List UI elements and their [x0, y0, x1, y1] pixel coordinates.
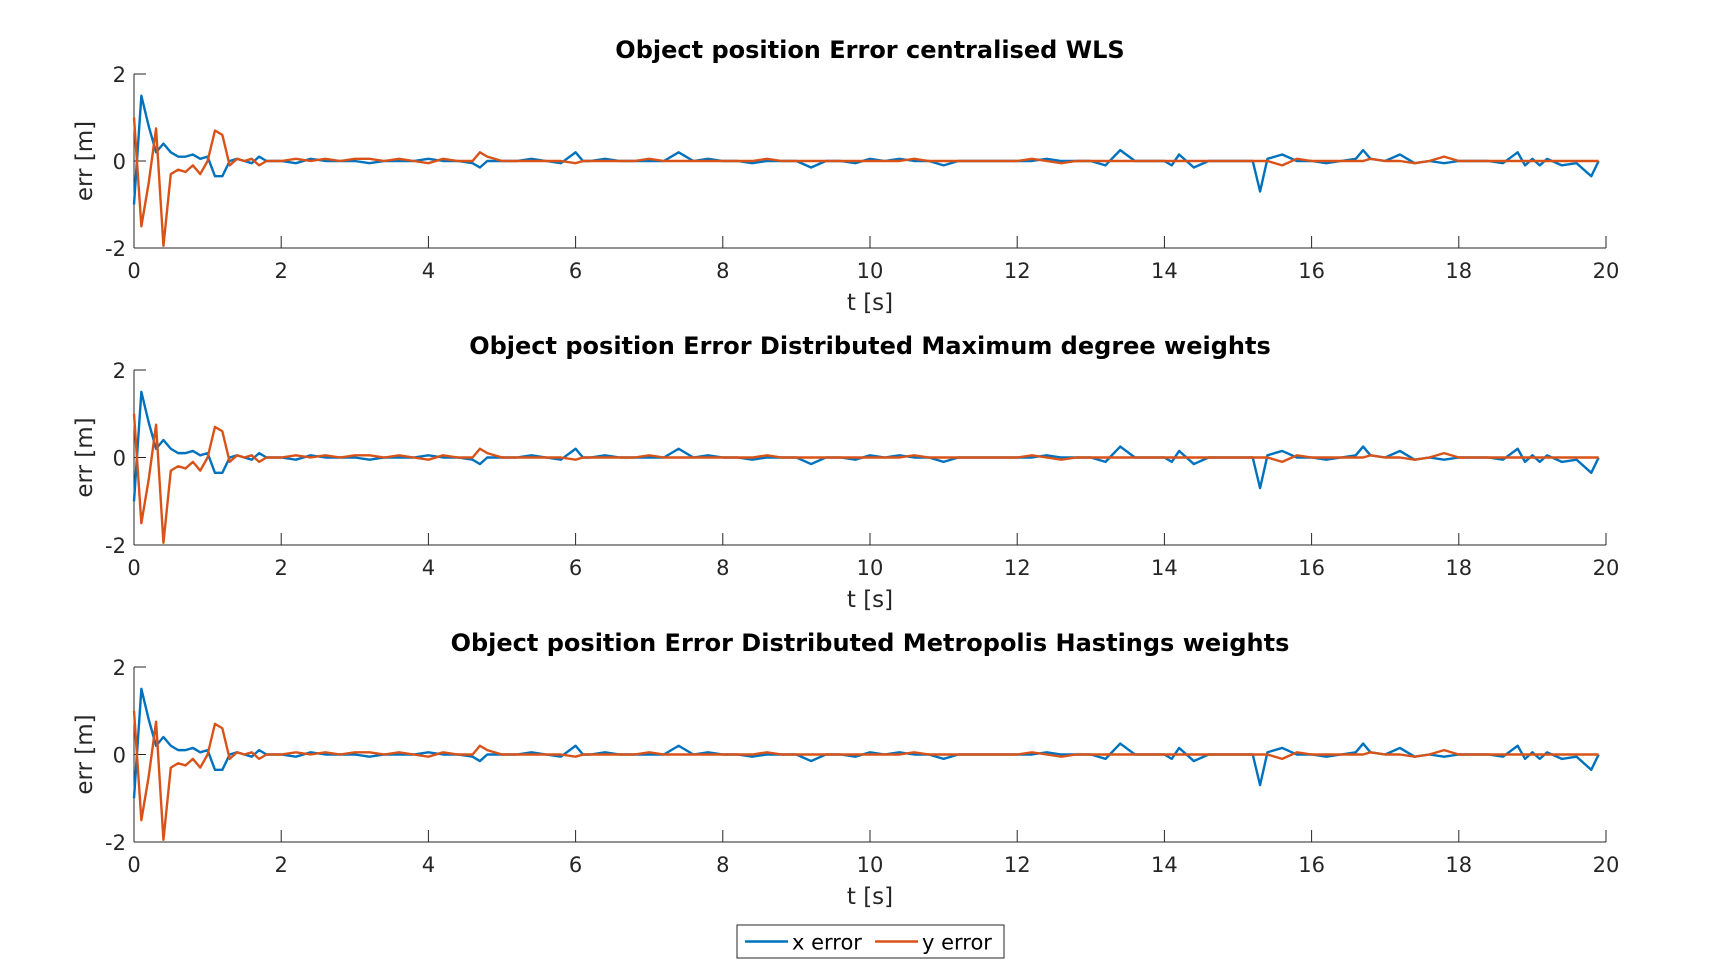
y-axis-label: err [m]	[72, 417, 98, 497]
x-tick-label: 6	[569, 853, 582, 877]
y-tick-label: 2	[113, 359, 126, 383]
chart-title: Object position Error Distributed Metrop…	[451, 629, 1290, 657]
x-tick-label: 20	[1593, 556, 1620, 580]
x-tick-label: 12	[1004, 853, 1031, 877]
legend-label: x error	[792, 931, 862, 955]
x-tick-label: 12	[1004, 259, 1031, 283]
x-tick-label: 2	[275, 259, 288, 283]
x-tick-label: 16	[1298, 853, 1325, 877]
chart-title: Object position Error centralised WLS	[615, 36, 1124, 64]
x-tick-label: 6	[569, 259, 582, 283]
x-axis-label: t [s]	[847, 290, 893, 316]
y-tick-label: 0	[113, 744, 126, 768]
y-axis-label: err [m]	[72, 121, 98, 201]
x-tick-label: 12	[1004, 556, 1031, 580]
x-tick-label: 8	[716, 853, 729, 877]
x-tick-label: 8	[716, 556, 729, 580]
y-tick-label: 0	[113, 447, 126, 471]
x-tick-label: 4	[422, 556, 435, 580]
chart-title: Object position Error Distributed Maximu…	[469, 332, 1271, 360]
x-axis-label: t [s]	[847, 884, 893, 910]
x-tick-label: 2	[275, 853, 288, 877]
x-tick-label: 8	[716, 259, 729, 283]
series-line-x-error	[132, 687, 1600, 799]
x-tick-label: 4	[422, 259, 435, 283]
x-axis-label: t [s]	[847, 587, 893, 613]
y-tick-label: -2	[105, 831, 126, 855]
x-tick-label: 10	[857, 556, 884, 580]
y-tick-label: 2	[113, 63, 126, 87]
y-axis-label: err [m]	[72, 714, 98, 794]
legend: x error y error	[736, 924, 1005, 959]
y-tick-label: 2	[113, 656, 126, 680]
x-tick-label: 0	[127, 259, 140, 283]
x-tick-label: 20	[1593, 259, 1620, 283]
series-line-x-error	[132, 94, 1600, 205]
x-tick-label: 18	[1445, 556, 1472, 580]
series-line-y-error	[132, 117, 1599, 248]
x-tick-label: 0	[127, 556, 140, 580]
x-tick-label: 14	[1151, 556, 1178, 580]
x-tick-label: 18	[1445, 853, 1472, 877]
x-tick-label: 4	[422, 853, 435, 877]
x-tick-label: 10	[857, 853, 884, 877]
x-tick-label: 6	[569, 556, 582, 580]
x-tick-label: 10	[857, 259, 884, 283]
x-tick-label: 2	[275, 556, 288, 580]
x-tick-label: 0	[127, 853, 140, 877]
x-tick-label: 20	[1593, 853, 1620, 877]
y-tick-label: -2	[105, 237, 126, 261]
series-line-y-error	[132, 413, 1599, 545]
x-tick-label: 14	[1151, 853, 1178, 877]
x-tick-label: 16	[1298, 259, 1325, 283]
x-tick-label: 16	[1298, 556, 1325, 580]
x-tick-label: 14	[1151, 259, 1178, 283]
y-tick-label: 0	[113, 150, 126, 174]
legend-label: y error	[922, 931, 992, 955]
series-line-y-error	[132, 710, 1599, 842]
series-line-x-error	[132, 390, 1600, 502]
y-tick-label: -2	[105, 534, 126, 558]
x-tick-label: 18	[1445, 259, 1472, 283]
